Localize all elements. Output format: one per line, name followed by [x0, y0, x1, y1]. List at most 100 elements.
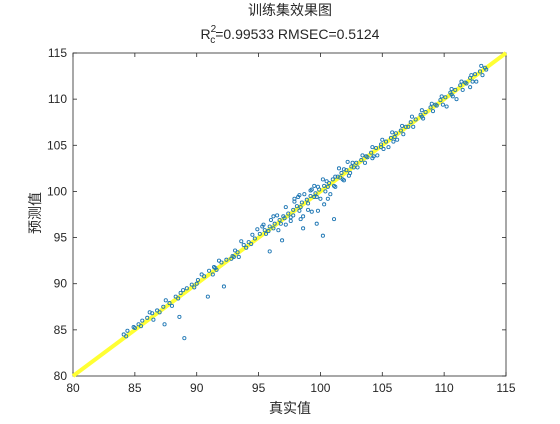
data-point	[314, 221, 319, 226]
data-point	[369, 150, 374, 155]
data-point	[211, 265, 217, 270]
data-point	[306, 201, 311, 206]
data-point	[266, 229, 271, 234]
data-point	[470, 79, 475, 84]
data-point	[359, 158, 364, 163]
data-point	[454, 97, 459, 102]
data-point	[304, 197, 309, 202]
data-point	[288, 218, 293, 224]
data-point	[277, 217, 282, 223]
data-point	[297, 208, 302, 213]
data-point	[439, 94, 444, 99]
data-point	[263, 231, 269, 236]
data-point	[147, 310, 152, 315]
subtitle-r-label: R	[201, 26, 211, 42]
data-point	[283, 222, 288, 227]
data-point	[380, 137, 385, 142]
data-point	[271, 226, 276, 231]
data-point	[306, 207, 311, 212]
data-point	[299, 200, 304, 205]
data-point	[195, 277, 201, 283]
data-point	[388, 135, 393, 140]
data-point	[189, 282, 194, 287]
data-point	[395, 137, 400, 142]
data-point	[255, 227, 260, 232]
data-point	[244, 245, 249, 250]
data-point	[351, 165, 356, 170]
data-point	[460, 87, 465, 92]
data-point	[430, 109, 436, 114]
data-point	[325, 196, 330, 201]
x-tick-label: 85	[128, 381, 142, 395]
data-point	[449, 92, 454, 97]
data-point	[400, 123, 405, 128]
y-tick-label: 95	[54, 231, 68, 245]
data-point	[440, 102, 445, 107]
data-point	[181, 288, 186, 293]
data-point	[151, 317, 156, 322]
data-point	[393, 131, 398, 136]
y-axis-label: 预测值	[28, 192, 44, 234]
data-point	[428, 105, 433, 110]
data-point	[360, 153, 365, 158]
data-point	[320, 233, 325, 238]
data-point	[241, 242, 246, 248]
x-tick-label: 95	[252, 381, 266, 395]
data-point	[370, 156, 375, 161]
data-point	[124, 334, 129, 339]
data-point	[354, 160, 359, 165]
y-tick-label: 110	[48, 92, 67, 106]
data-point	[169, 303, 175, 308]
data-point	[473, 72, 478, 77]
data-point	[383, 139, 389, 144]
data-point	[163, 298, 168, 303]
x-tick-label: 80	[66, 381, 80, 395]
data-point	[262, 228, 267, 233]
data-point	[453, 87, 458, 92]
data-point	[308, 188, 313, 193]
y-tick-label: 90	[54, 277, 68, 291]
data-point	[315, 184, 321, 189]
data-point	[132, 325, 137, 331]
data-point	[210, 272, 215, 277]
data-point	[464, 81, 469, 86]
data-point	[236, 254, 241, 260]
data-point	[328, 192, 333, 197]
data-point	[177, 314, 182, 319]
data-point	[184, 286, 189, 291]
data-point	[403, 124, 408, 129]
data-point	[224, 257, 229, 262]
data-point	[322, 183, 327, 188]
data-point	[239, 239, 244, 244]
data-point	[333, 184, 338, 189]
x-tick-label: 110	[435, 381, 454, 395]
data-point	[252, 236, 257, 241]
data-point	[267, 249, 272, 254]
data-point	[325, 184, 330, 189]
chart-title: 训练集效果图	[248, 2, 332, 18]
data-point	[444, 104, 449, 109]
y-tick-label: 100	[47, 184, 67, 198]
data-point	[138, 324, 144, 329]
data-point	[330, 177, 335, 182]
subtitle-r-subscript: c	[210, 35, 215, 46]
data-point	[286, 211, 291, 216]
data-point	[411, 124, 416, 129]
chart-subtitle: R2 c=0.99533 RMSEC=0.5124	[201, 24, 380, 46]
x-axis-label: 真实值	[269, 401, 311, 417]
data-point	[278, 221, 283, 226]
data-point	[312, 183, 317, 188]
data-point	[312, 194, 317, 200]
data-point	[398, 128, 403, 133]
data-point	[282, 216, 287, 221]
data-point	[283, 205, 288, 210]
data-point	[291, 207, 296, 212]
data-point	[199, 272, 204, 277]
data-point	[324, 179, 329, 184]
data-point	[140, 318, 145, 323]
data-point	[468, 85, 473, 90]
data-point	[338, 175, 343, 180]
data-point	[434, 103, 439, 108]
data-point	[341, 178, 346, 183]
